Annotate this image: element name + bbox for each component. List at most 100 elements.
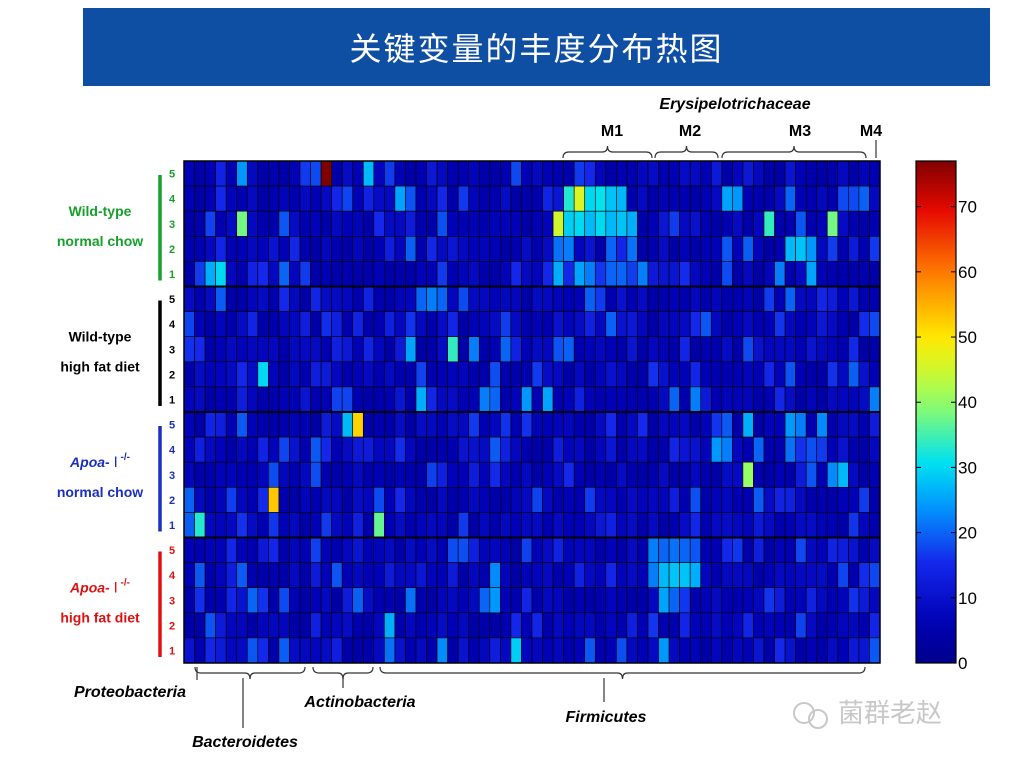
- heatmap-cell: [183, 361, 195, 388]
- heatmap-cell: [405, 386, 417, 413]
- heatmap-cell: [183, 311, 195, 338]
- heatmap-cell: [710, 411, 723, 438]
- heatmap-cell: [584, 236, 596, 262]
- heatmap-cell: [700, 612, 712, 639]
- heatmap-cell: [710, 160, 723, 187]
- heatmap-cell: [278, 261, 290, 287]
- heatmap-cell: [869, 336, 881, 363]
- heatmap-cell: [573, 486, 586, 513]
- heatmap-cell: [826, 236, 839, 262]
- heatmap-cell: [605, 311, 617, 338]
- heatmap-cell: [826, 587, 839, 614]
- heatmap-cell: [320, 537, 332, 563]
- row-number: 4: [169, 445, 176, 457]
- heatmap-cell: [784, 637, 796, 664]
- heatmap-cell: [542, 311, 554, 338]
- heatmap-cell: [637, 461, 649, 488]
- heatmap-cell: [816, 436, 828, 463]
- heatmap-cell: [605, 185, 617, 212]
- heatmap-cell: [373, 160, 385, 187]
- heatmap-cell: [816, 612, 828, 639]
- heatmap-cell: [478, 512, 491, 538]
- heatmap-cell: [289, 361, 301, 388]
- heatmap-cell: [858, 160, 870, 187]
- phylum-bracket: [312, 666, 374, 680]
- heatmap-cell: [278, 411, 290, 438]
- heatmap-cell: [721, 261, 733, 287]
- heatmap-cell: [331, 436, 343, 463]
- heatmap-cell: [679, 486, 691, 513]
- heatmap-cell: [837, 587, 849, 614]
- heatmap-cell: [436, 461, 448, 488]
- heatmap-cell: [478, 637, 491, 664]
- heatmap-cell: [573, 461, 586, 488]
- colorbar-tick-label: 10: [958, 589, 977, 608]
- heatmap-cell: [753, 461, 765, 488]
- heatmap-cell: [310, 286, 322, 312]
- heatmap-cell: [447, 311, 459, 338]
- heatmap-cell: [626, 236, 638, 262]
- heatmap-cell: [257, 562, 269, 588]
- heatmap-cell: [858, 210, 870, 237]
- heatmap-cell: [362, 587, 375, 614]
- heatmap-cell: [668, 160, 680, 187]
- row-number: 5: [169, 545, 175, 557]
- heatmap-cell: [531, 612, 543, 639]
- heatmap-cell: [563, 587, 575, 614]
- colorbar: 70 60 50 40 30 20 10 0: [915, 160, 977, 673]
- heatmap-cell: [647, 411, 659, 438]
- heatmap-cell: [225, 411, 238, 438]
- heatmap-cell: [246, 236, 259, 262]
- heatmap-cell: [204, 361, 216, 388]
- module-bracket: [721, 145, 867, 159]
- heatmap-cell: [858, 386, 870, 413]
- heatmap-cell: [299, 587, 311, 614]
- heatmap-cell: [784, 311, 796, 338]
- heatmap-cell: [805, 512, 818, 538]
- heatmap-cell: [362, 537, 375, 563]
- heatmap-cell: [531, 587, 543, 614]
- heatmap-cell: [763, 210, 775, 237]
- module-label: M4: [860, 123, 882, 140]
- heatmap-cell: [204, 236, 216, 262]
- heatmap-cell: [626, 185, 638, 212]
- row-number: 5: [169, 169, 175, 181]
- heatmap-cell: [278, 361, 290, 388]
- heatmap-cell: [848, 537, 860, 563]
- heatmap-cell: [637, 587, 649, 614]
- heatmap-cell: [869, 587, 881, 614]
- heatmap-cell: [236, 461, 248, 488]
- heatmap-cell: [563, 210, 575, 237]
- heatmap-cell: [478, 537, 491, 563]
- heatmap-cell: [194, 185, 206, 212]
- heatmap-cell: [563, 537, 575, 563]
- heatmap-cell: [384, 286, 396, 312]
- heatmap-cell: [584, 436, 596, 463]
- heatmap-cell: [457, 361, 470, 388]
- heatmap-cell: [320, 587, 332, 614]
- heatmap-cell: [394, 160, 406, 187]
- heatmap-cell: [225, 637, 238, 664]
- heatmap-cell: [668, 486, 680, 513]
- heatmap-cell: [573, 612, 586, 639]
- heatmap-cell: [805, 587, 818, 614]
- heatmap-cell: [869, 436, 881, 463]
- heatmap-cell: [848, 336, 860, 363]
- heatmap-cell: [489, 562, 501, 588]
- heatmap-cell: [647, 537, 659, 563]
- heatmap-cell: [531, 637, 543, 664]
- heatmap-cell: [500, 386, 512, 413]
- heatmap-cell: [236, 210, 248, 237]
- heatmap-cell: [742, 386, 754, 413]
- heatmap-cell: [784, 562, 796, 588]
- heatmap-cell: [489, 637, 501, 664]
- heatmap-cell: [236, 386, 248, 413]
- heatmap-cell: [246, 612, 259, 639]
- heatmap-cell: [320, 637, 332, 664]
- heatmap-cell: [436, 562, 448, 588]
- heatmap-cell: [732, 185, 744, 212]
- heatmap-cell: [457, 562, 470, 588]
- heatmap-cell: [542, 210, 554, 237]
- heatmap-cell: [848, 185, 860, 212]
- heatmap-cell: [679, 361, 691, 388]
